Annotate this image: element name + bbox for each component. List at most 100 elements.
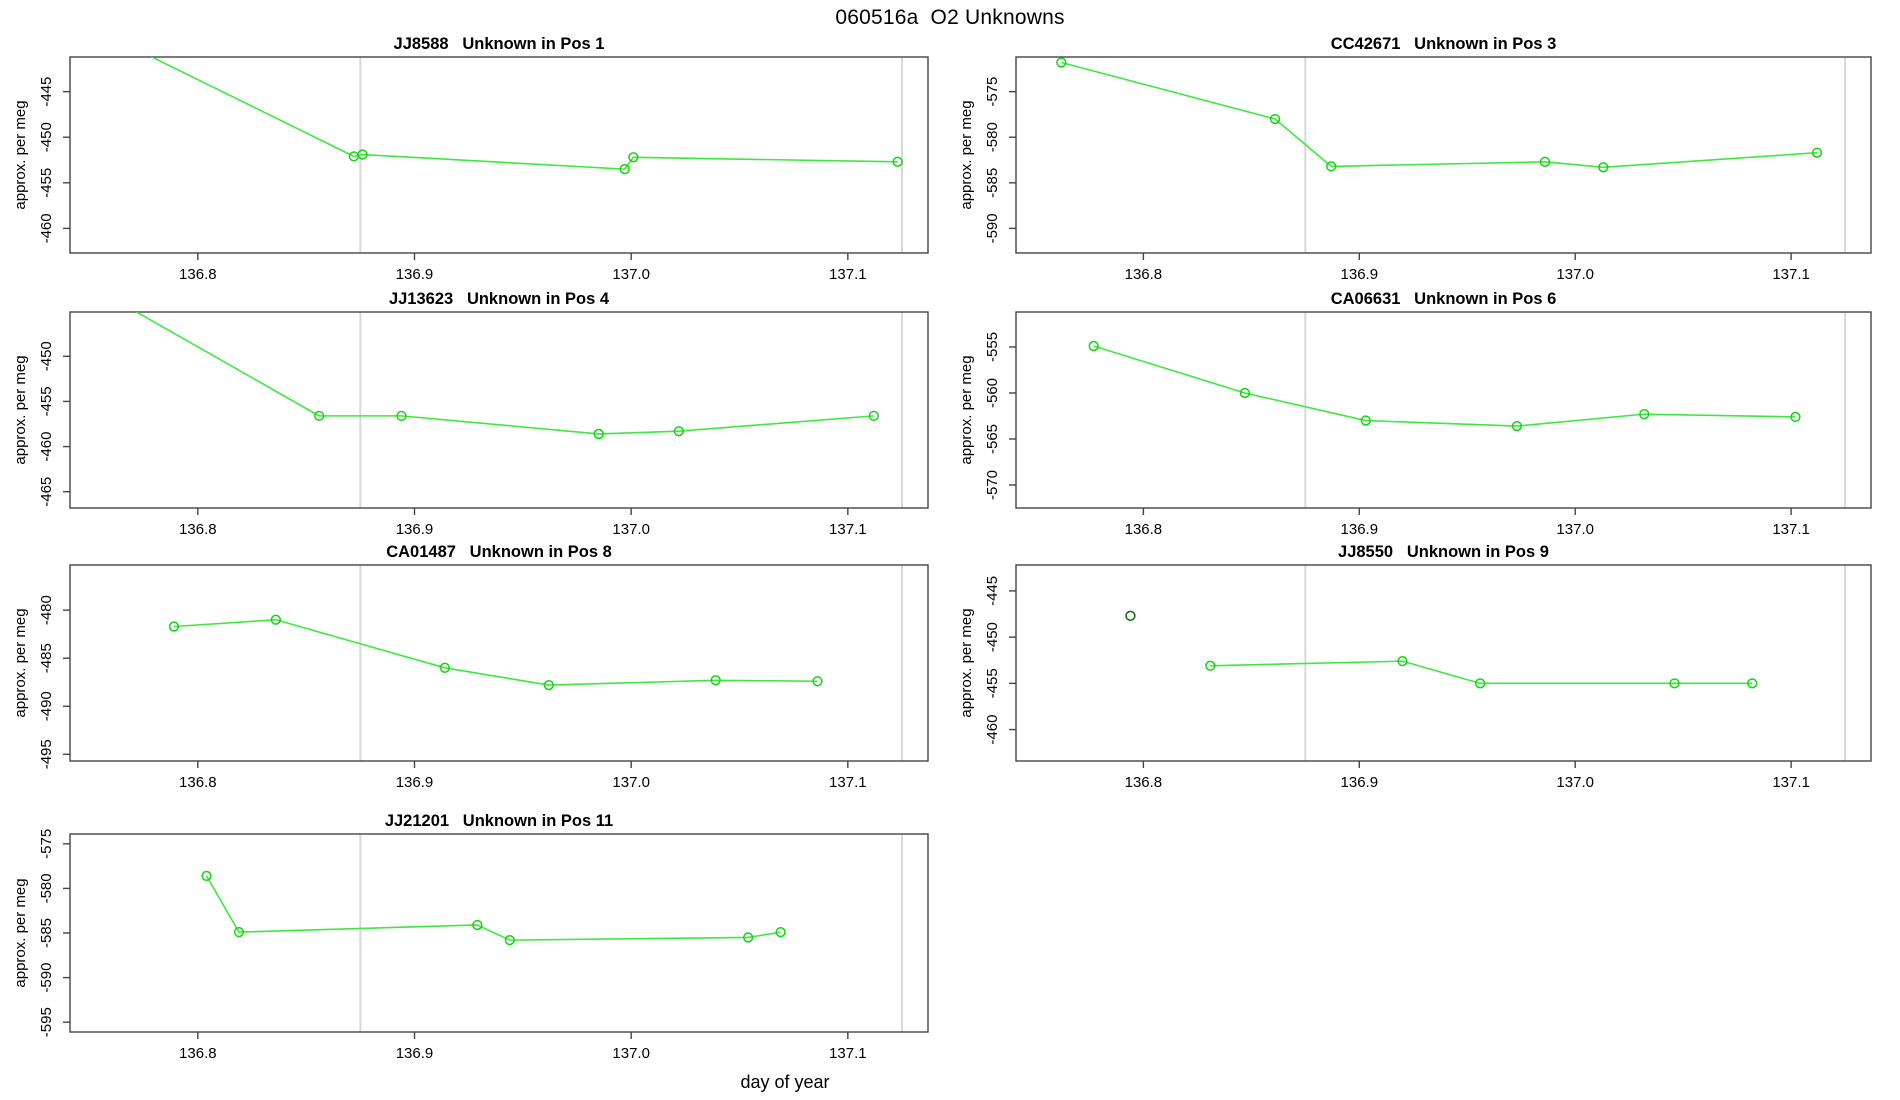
x-tick-label: 136.8 bbox=[179, 521, 217, 538]
x-tick-label: 136.8 bbox=[1125, 521, 1163, 538]
plot-box bbox=[69, 311, 929, 509]
x-tick-label: 137.1 bbox=[1772, 774, 1810, 791]
data-line bbox=[205, 875, 781, 941]
y-tick-label: -495 bbox=[38, 739, 55, 769]
y-tick-label: -590 bbox=[38, 963, 55, 993]
y-axis-label: approx. per meg bbox=[958, 355, 975, 464]
x-tick-label: 137.0 bbox=[612, 521, 650, 538]
panel-title: JJ8588 Unknown in Pos 1 bbox=[394, 35, 605, 53]
y-tick-label: -580 bbox=[984, 122, 1001, 152]
data-point bbox=[107, 33, 116, 42]
panel-title: CA06631 Unknown in Pos 6 bbox=[1331, 290, 1557, 308]
y-tick-label: -455 bbox=[38, 386, 55, 416]
plot-panel-CC42671: CC42671 Unknown in Pos 3 136.8 136.9 137.0 1… bbox=[958, 35, 1872, 283]
plot-panel-JJ8550: JJ8550 Unknown in Pos 9 136.8 136.9 137.0 13… bbox=[958, 543, 1872, 791]
plot-panel-JJ8588: JJ8588 Unknown in Pos 1 136.8 136.9 137.0 13… bbox=[12, 33, 929, 283]
y-tick-label: -445 bbox=[38, 77, 55, 107]
x-tick-label: 136.8 bbox=[1125, 266, 1163, 283]
x-tick-label: 136.8 bbox=[1125, 774, 1163, 791]
data-point bbox=[107, 293, 116, 302]
plot-box bbox=[69, 56, 929, 254]
x-tick-label: 137.1 bbox=[829, 521, 867, 538]
panel-title: CC42671 Unknown in Pos 3 bbox=[1331, 35, 1557, 53]
plot-box bbox=[1015, 56, 1872, 254]
data-point bbox=[1269, 113, 1281, 125]
data-line bbox=[1061, 61, 1818, 169]
y-axis-label: approx. per meg bbox=[12, 608, 29, 717]
data-line bbox=[1093, 345, 1796, 427]
y-tick-label: -585 bbox=[38, 918, 55, 948]
y-axis-label: approx. per meg bbox=[12, 878, 29, 987]
y-tick-label: -455 bbox=[984, 668, 1001, 698]
data-point bbox=[543, 679, 554, 691]
data-point bbox=[233, 926, 245, 938]
y-tick-label: -450 bbox=[38, 341, 55, 371]
data-point bbox=[1397, 656, 1408, 667]
y-tick-label: -585 bbox=[984, 168, 1001, 198]
x-tick-label: 137.1 bbox=[1772, 266, 1810, 283]
data-point bbox=[472, 919, 483, 931]
data-point bbox=[892, 156, 903, 167]
panel-title: JJ13623 Unknown in Pos 4 bbox=[389, 290, 610, 308]
data-point bbox=[168, 621, 180, 632]
x-tick-label: 136.8 bbox=[179, 1045, 217, 1062]
data-point bbox=[201, 870, 212, 882]
y-tick-label: -575 bbox=[38, 829, 55, 859]
isolated-data-point bbox=[1125, 610, 1136, 622]
x-tick-label: 137.1 bbox=[829, 1045, 867, 1062]
y-tick-label: -555 bbox=[984, 332, 1001, 362]
data-point bbox=[619, 163, 630, 175]
x-tick-label: 136.9 bbox=[396, 521, 434, 538]
data-point bbox=[1639, 408, 1650, 420]
y-tick-label: -460 bbox=[38, 213, 55, 243]
y-tick-label: -575 bbox=[984, 77, 1001, 107]
data-point bbox=[775, 926, 786, 938]
x-tick-label: 136.9 bbox=[396, 1045, 434, 1062]
y-tick-label: -450 bbox=[984, 622, 1001, 652]
data-line bbox=[1210, 660, 1753, 685]
data-point bbox=[1790, 411, 1801, 423]
y-axis-label: approx. per meg bbox=[12, 355, 29, 464]
y-tick-label: -570 bbox=[984, 470, 1001, 500]
x-tick-label: 137.0 bbox=[612, 1045, 650, 1062]
data-point bbox=[710, 675, 721, 686]
plot-panel-JJ21201: JJ21201 Unknown in Pos 11 136.8 136.9 137.0… bbox=[12, 812, 929, 1062]
x-tick-label: 137.0 bbox=[612, 774, 650, 791]
data-line bbox=[150, 57, 898, 170]
y-tick-label: -465 bbox=[38, 477, 55, 507]
panel-title: CA01487 Unknown in Pos 8 bbox=[386, 543, 612, 561]
data-point bbox=[314, 410, 325, 422]
x-tick-label: 136.9 bbox=[396, 266, 434, 283]
plot-box bbox=[1015, 564, 1872, 762]
data-point bbox=[504, 934, 515, 946]
data-point bbox=[357, 149, 368, 160]
panel-title: JJ8550 Unknown in Pos 9 bbox=[1338, 543, 1549, 561]
y-tick-label: -445 bbox=[984, 576, 1001, 606]
y-tick-label: -450 bbox=[38, 122, 55, 152]
data-point bbox=[1360, 415, 1371, 426]
y-tick-label: -490 bbox=[38, 691, 55, 721]
x-tick-label: 137.0 bbox=[1556, 266, 1594, 283]
x-tick-label: 137.1 bbox=[829, 774, 867, 791]
data-point bbox=[1088, 340, 1099, 352]
figure-title: 060516a O2 Unknowns bbox=[835, 6, 1065, 29]
plot-panel-CA01487: CA01487 Unknown in Pos 8 136.8 136.9 137.0 1… bbox=[12, 543, 929, 791]
x-tick-label: 137.0 bbox=[1556, 774, 1594, 791]
data-point bbox=[673, 426, 684, 437]
y-tick-label: -480 bbox=[38, 595, 55, 625]
data-point bbox=[270, 614, 281, 625]
x-tick-label: 137.0 bbox=[1556, 521, 1594, 538]
data-point bbox=[1811, 147, 1823, 158]
plot-panel-JJ13623: JJ13623 Unknown in Pos 4 136.8 136.9 137.0 1… bbox=[12, 290, 929, 538]
data-point bbox=[593, 428, 604, 440]
data-point bbox=[628, 152, 639, 163]
data-point bbox=[1539, 156, 1551, 167]
data-point bbox=[868, 410, 879, 422]
data-point bbox=[812, 676, 823, 687]
x-tick-label: 136.9 bbox=[1341, 521, 1379, 538]
y-tick-label: -595 bbox=[38, 1007, 55, 1037]
data-point bbox=[1598, 162, 1609, 173]
x-tick-label: 136.8 bbox=[179, 266, 217, 283]
